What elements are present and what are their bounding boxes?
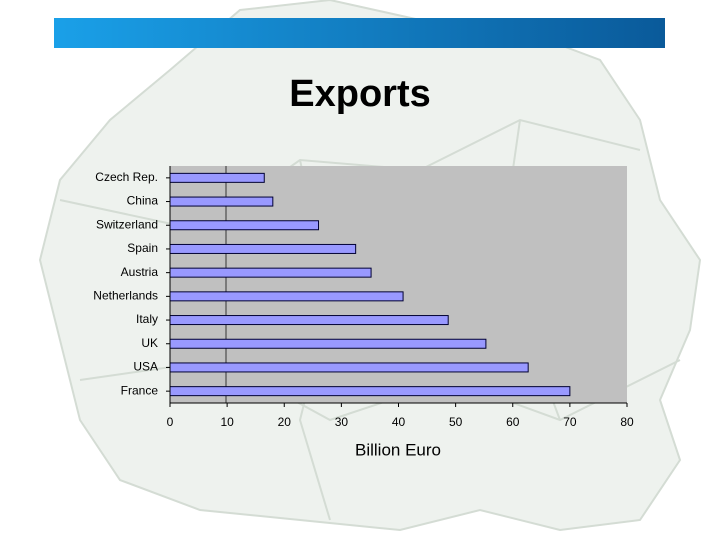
- y-tick-label: UK: [141, 336, 158, 350]
- y-tick-label: Switzerland: [96, 217, 158, 231]
- bar: [169, 220, 320, 231]
- bar: [169, 338, 487, 349]
- y-tick-label: Austria: [121, 265, 159, 279]
- y-tick-label: Italy: [136, 312, 158, 326]
- bar: [169, 362, 529, 373]
- x-tick-label: 0: [167, 415, 174, 429]
- x-tick-label: 30: [335, 415, 349, 429]
- y-tick-label: USA: [133, 360, 158, 374]
- x-tick-label: 10: [220, 415, 234, 429]
- x-tick-label: 20: [278, 415, 292, 429]
- x-tick-label: 80: [620, 415, 634, 429]
- y-tick-label: China: [127, 194, 159, 208]
- bar: [169, 172, 265, 183]
- bar: [169, 196, 274, 207]
- bar: [169, 386, 571, 397]
- y-tick-label: Netherlands: [93, 289, 158, 303]
- x-tick-label: 70: [563, 415, 577, 429]
- bar: [169, 243, 357, 254]
- y-tick-label: Spain: [127, 241, 158, 255]
- bar: [169, 267, 372, 278]
- x-tick-label: 60: [506, 415, 520, 429]
- header-bar: [54, 18, 665, 48]
- x-axis-label: Billion Euro: [355, 440, 441, 459]
- x-tick-label: 50: [449, 415, 463, 429]
- bar: [169, 315, 449, 326]
- bar: [169, 291, 404, 302]
- y-tick-label: Czech Rep.: [95, 170, 158, 184]
- chart-title: Exports: [289, 73, 430, 115]
- y-tick-label: France: [121, 383, 159, 397]
- x-tick-label: 40: [392, 415, 406, 429]
